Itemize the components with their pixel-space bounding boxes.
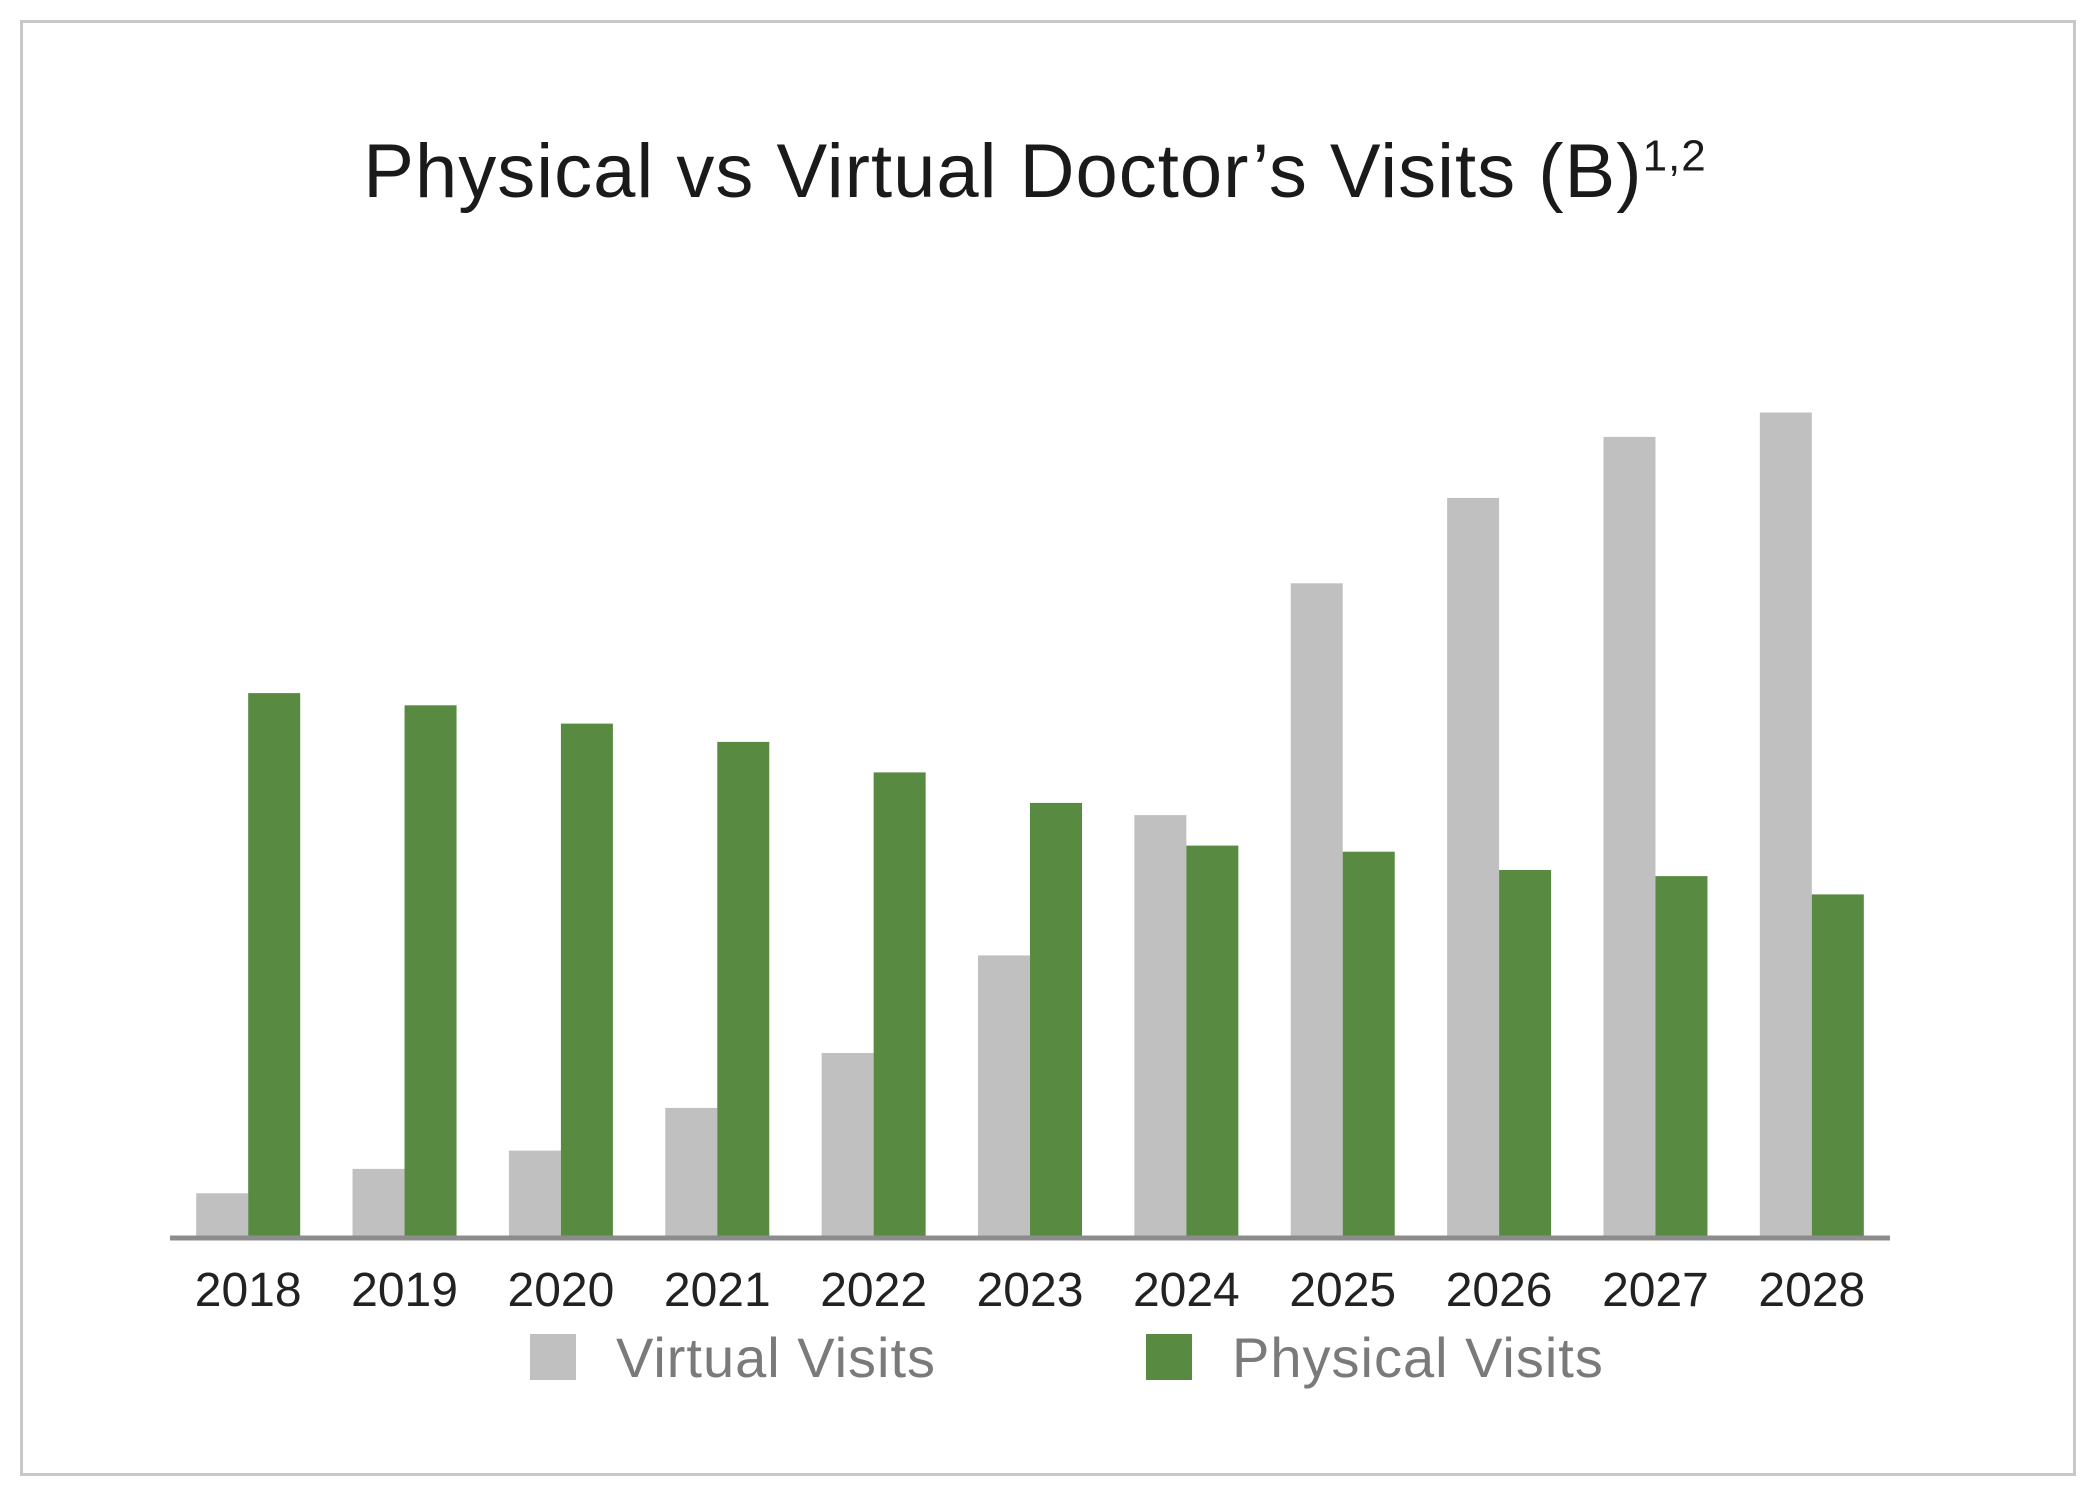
bar-virtual-2025	[1290, 583, 1343, 1236]
bars-group	[196, 412, 1864, 1236]
legend: Virtual Visits Physical Visits	[0, 1322, 2100, 1392]
bar-physical-2020	[560, 723, 613, 1236]
x-tick-label-2027: 2027	[1602, 1264, 1709, 1317]
bar-physical-2018	[248, 693, 301, 1236]
bar-physical-2028	[1811, 894, 1864, 1236]
x-tick-label-2024: 2024	[1133, 1264, 1240, 1317]
bar-physical-2027	[1655, 876, 1708, 1236]
bar-physical-2026	[1499, 870, 1552, 1236]
bar-physical-2022	[873, 772, 926, 1236]
chart-title-superscript: 1,2	[1642, 131, 1707, 181]
x-tick-label-2022: 2022	[820, 1264, 927, 1317]
bar-virtual-2018	[196, 1193, 249, 1236]
bar-virtual-2022	[821, 1053, 874, 1236]
x-tick-label-2025: 2025	[1289, 1264, 1396, 1317]
bar-virtual-2026	[1447, 497, 1500, 1236]
bar-virtual-2019	[352, 1168, 405, 1236]
bar-physical-2024	[1186, 845, 1239, 1236]
x-tick-label-2020: 2020	[508, 1264, 615, 1317]
chart-title: Physical vs Virtual Doctor’s Visits (B)1…	[0, 128, 2070, 215]
legend-item-physical: Physical Visits	[1146, 1322, 1604, 1392]
x-tick-label-2028: 2028	[1758, 1264, 1865, 1317]
x-tick-label-2023: 2023	[977, 1264, 1084, 1317]
x-tick-label-2018: 2018	[195, 1264, 302, 1317]
legend-label-virtual: Virtual Visits	[616, 1325, 937, 1389]
legend-swatch-virtual	[530, 1334, 576, 1380]
bar-virtual-2027	[1603, 436, 1656, 1236]
legend-swatch-physical	[1146, 1334, 1192, 1380]
legend-label-physical: Physical Visits	[1232, 1325, 1604, 1389]
bar-physical-2025	[1342, 851, 1395, 1236]
chart-title-text: Physical vs Virtual Doctor’s Visits (B)	[363, 129, 1643, 214]
legend-item-virtual: Virtual Visits	[530, 1322, 936, 1392]
x-tick-label-2019: 2019	[351, 1264, 458, 1317]
bar-physical-2023	[1030, 802, 1082, 1236]
bar-virtual-2023	[978, 955, 1030, 1236]
x-tick-label-2021: 2021	[664, 1264, 771, 1317]
bar-virtual-2021	[665, 1107, 718, 1236]
x-tick-labels: 2018 2019 2020 2021 2022 2023 2024 2025 2026 2027…	[195, 1264, 1865, 1317]
bar-physical-2019	[404, 705, 457, 1236]
bar-virtual-2028	[1759, 412, 1812, 1236]
bar-virtual-2020	[508, 1150, 561, 1236]
bar-physical-2021	[717, 741, 770, 1236]
x-tick-label-2026: 2026	[1446, 1264, 1553, 1317]
bar-virtual-2024	[1134, 815, 1187, 1236]
